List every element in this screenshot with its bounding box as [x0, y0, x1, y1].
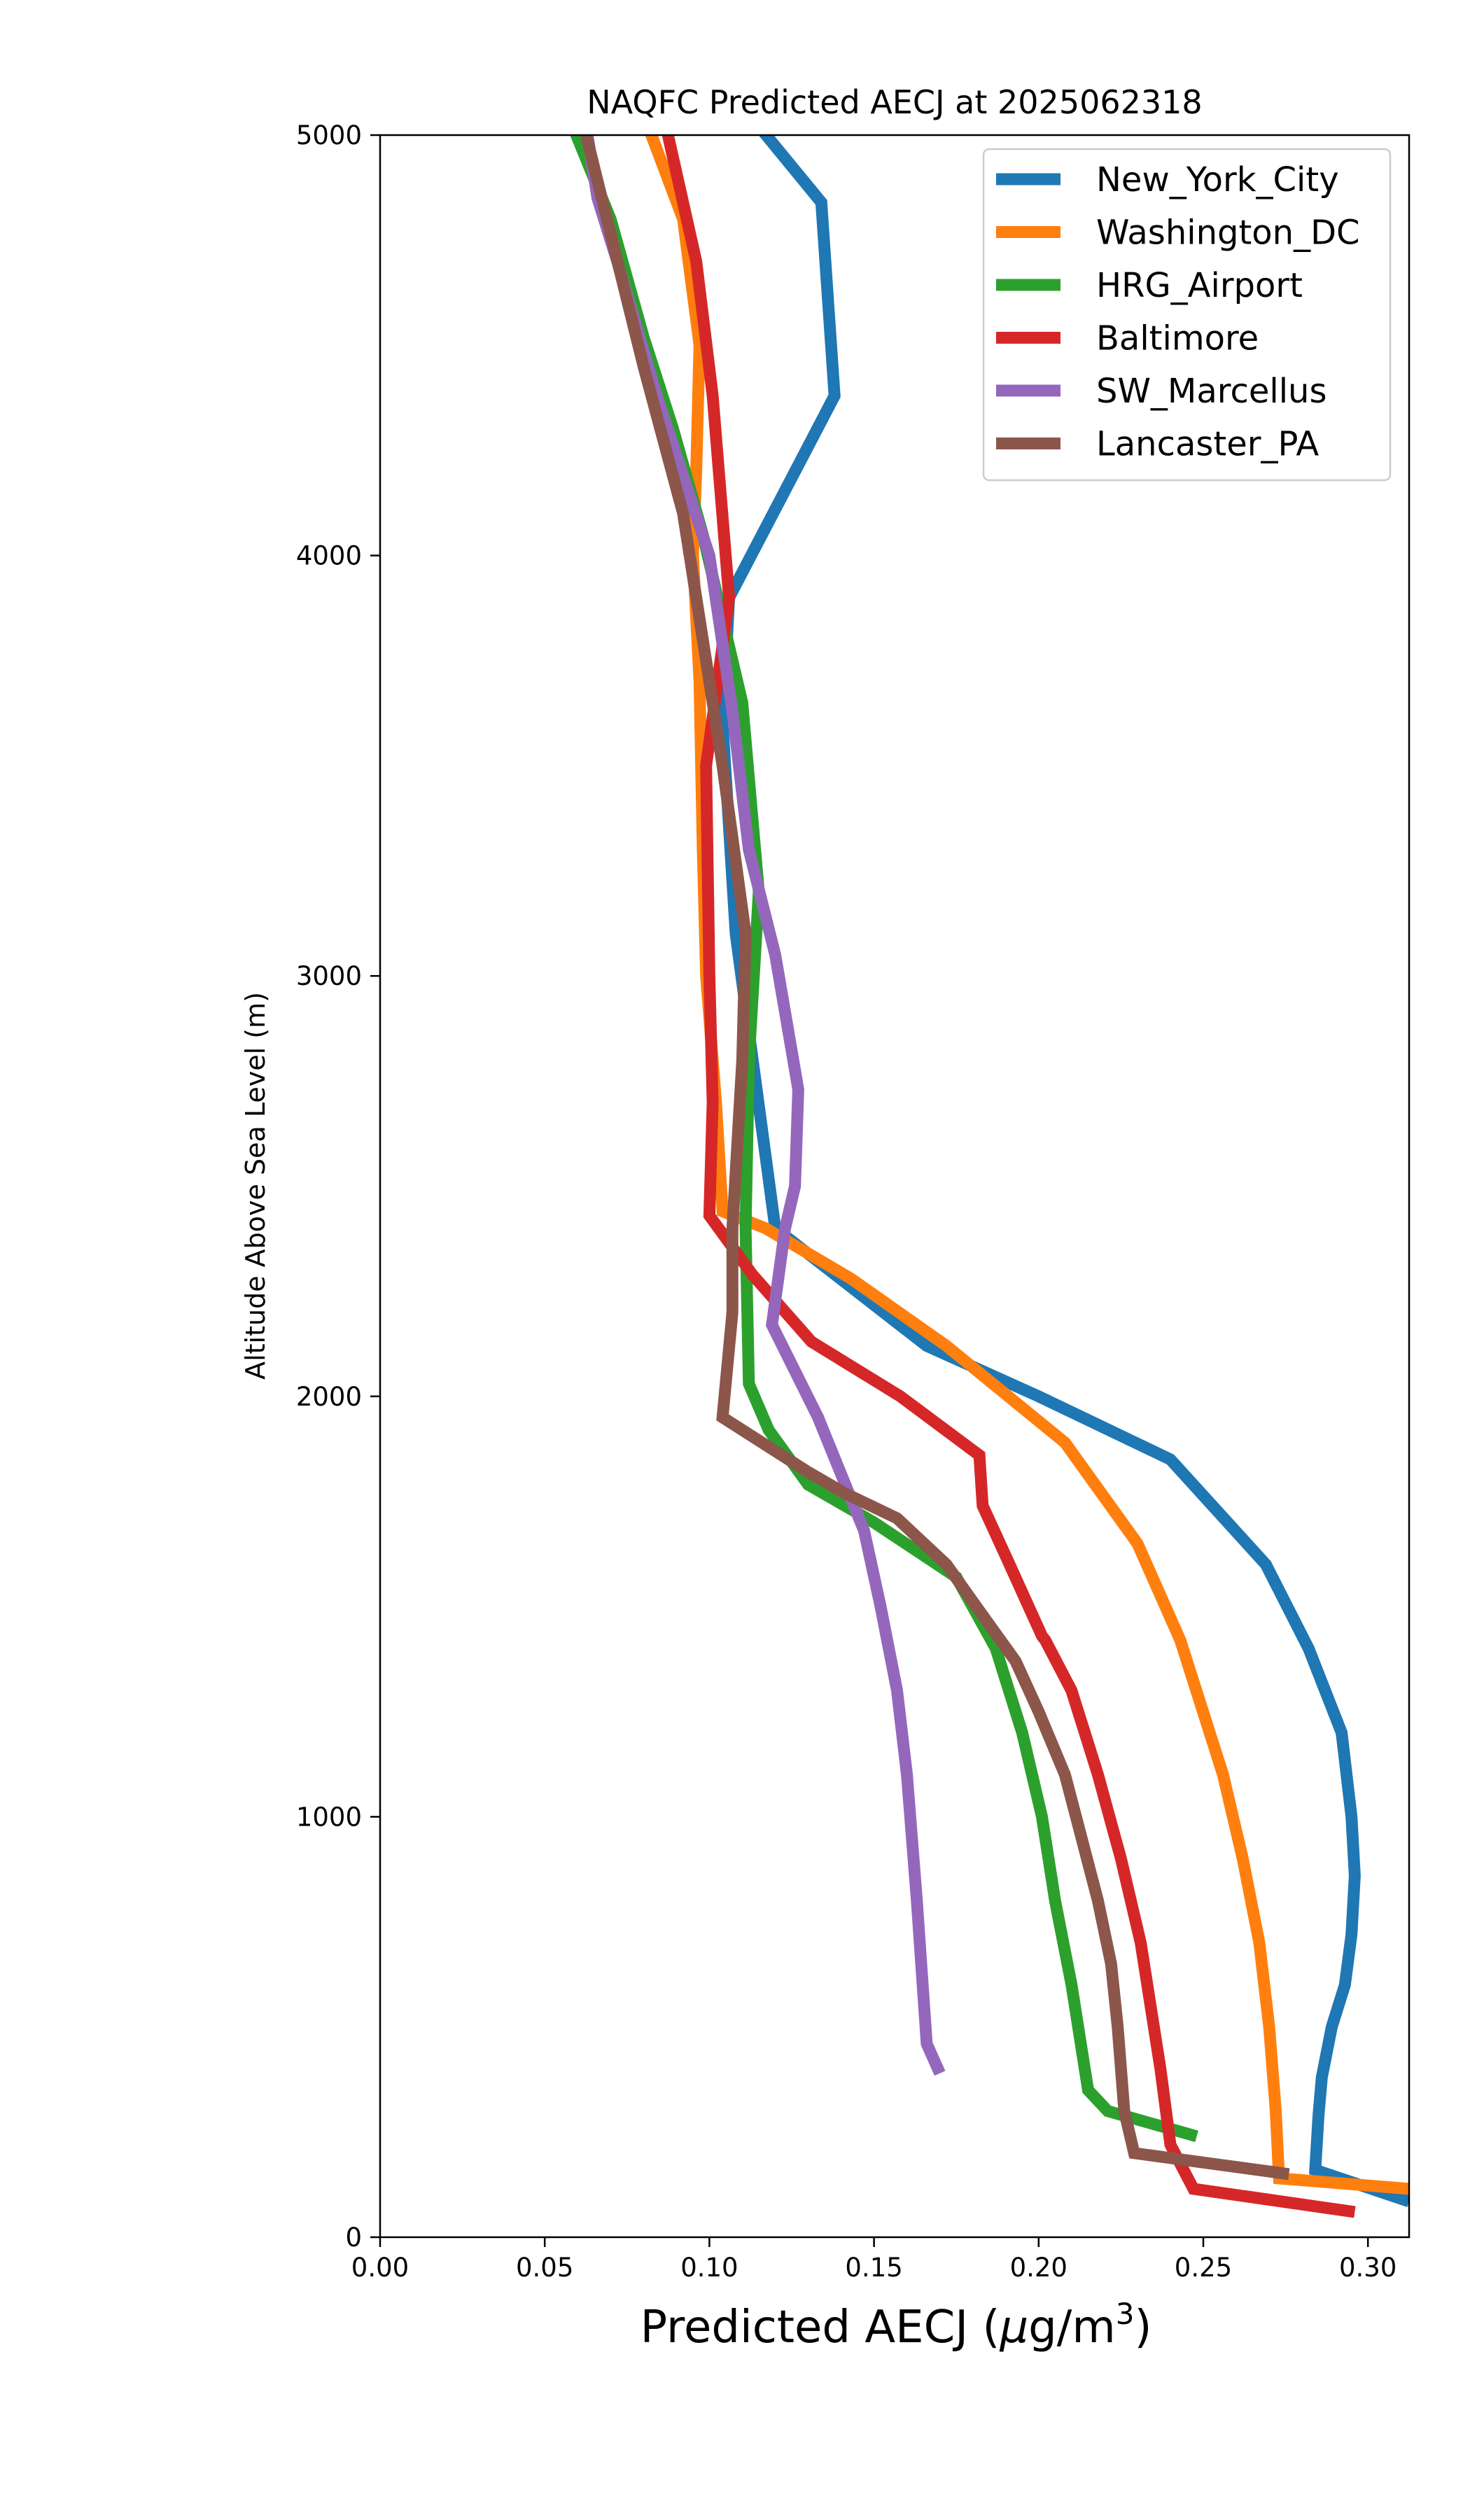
- axes-frame: [379, 134, 1410, 2239]
- chart-title: NAQFC Predicted AECJ at 2025062318: [587, 83, 1202, 121]
- y-tick-label: 3000: [296, 961, 362, 991]
- y-tick-label: 1000: [296, 1802, 362, 1832]
- legend-label: New_York_City: [1096, 160, 1339, 200]
- legend-label: Baltimore: [1096, 319, 1259, 358]
- x-tick-label: 0.15: [845, 2253, 902, 2283]
- axes-background: [380, 135, 1409, 2237]
- x-tick-label: 0.05: [516, 2253, 573, 2283]
- y-tick-label: 2000: [296, 1382, 362, 1412]
- series-lines: [570, 135, 1409, 2218]
- series-line-new-york-city: [716, 135, 1409, 2207]
- y-axis-label: Altitude Above Sea Level (m): [240, 992, 271, 1380]
- x-axis-label-superscript: 3: [1116, 2297, 1135, 2331]
- plot-area: [379, 134, 1410, 2239]
- x-axis-label-prefix: Predicted AECJ (: [640, 2302, 1000, 2353]
- x-tick-label: 0.20: [1010, 2253, 1068, 2283]
- x-axis-label: Predicted AECJ (μg/m3): [640, 2297, 1152, 2353]
- x-axis-label-suffix: ): [1134, 2302, 1152, 2353]
- legend-label: SW_Marcellus: [1096, 372, 1326, 411]
- y-axis: 0 1000 2000 3000 4000 5000: [296, 120, 380, 2253]
- x-tick-label: 0.30: [1339, 2253, 1396, 2283]
- legend-label: Washington_DC: [1096, 214, 1360, 253]
- x-tick-label: 0.25: [1175, 2253, 1232, 2283]
- legend-label: Lancaster_PA: [1096, 425, 1319, 464]
- y-tick-label: 4000: [296, 541, 362, 571]
- x-axis-label-unit: g/m: [1028, 2302, 1116, 2353]
- legend-label: HRG_Airport: [1096, 266, 1303, 305]
- series-line-lancaster-pa: [580, 135, 1290, 2180]
- legend-frame: [982, 148, 1392, 482]
- legend: New_York_City Washington_DC HRG_Airport Bal…: [982, 148, 1392, 482]
- y-tick-label: 0: [345, 2222, 362, 2253]
- series-line-baltimore: [662, 135, 1356, 2218]
- x-tick-label: 0.00: [351, 2253, 409, 2283]
- x-axis-label-mu: μ: [999, 2302, 1028, 2353]
- series-line-sw-marcellus: [581, 135, 946, 2076]
- x-axis: 0.00 0.05 0.10 0.15 0.20 0.25 0.30: [351, 2237, 1396, 2283]
- x-tick-label: 0.10: [680, 2253, 738, 2283]
- y-tick-label: 5000: [296, 120, 362, 150]
- legend-items: New_York_City Washington_DC HRG_Airport Bal…: [996, 160, 1360, 464]
